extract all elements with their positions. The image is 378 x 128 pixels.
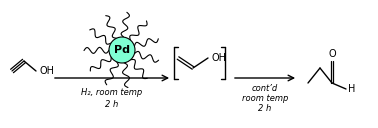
Circle shape: [109, 37, 135, 63]
Text: OH: OH: [211, 53, 226, 63]
Text: 2 h: 2 h: [105, 100, 119, 109]
Text: O: O: [328, 49, 336, 59]
Text: OH: OH: [39, 66, 54, 76]
Text: room temp: room temp: [242, 94, 288, 103]
Text: H: H: [348, 84, 355, 94]
Text: H₂, room temp: H₂, room temp: [81, 88, 143, 97]
Text: cont’d: cont’d: [252, 84, 278, 93]
Text: 2 h: 2 h: [259, 104, 272, 113]
Text: Pd: Pd: [114, 45, 130, 55]
